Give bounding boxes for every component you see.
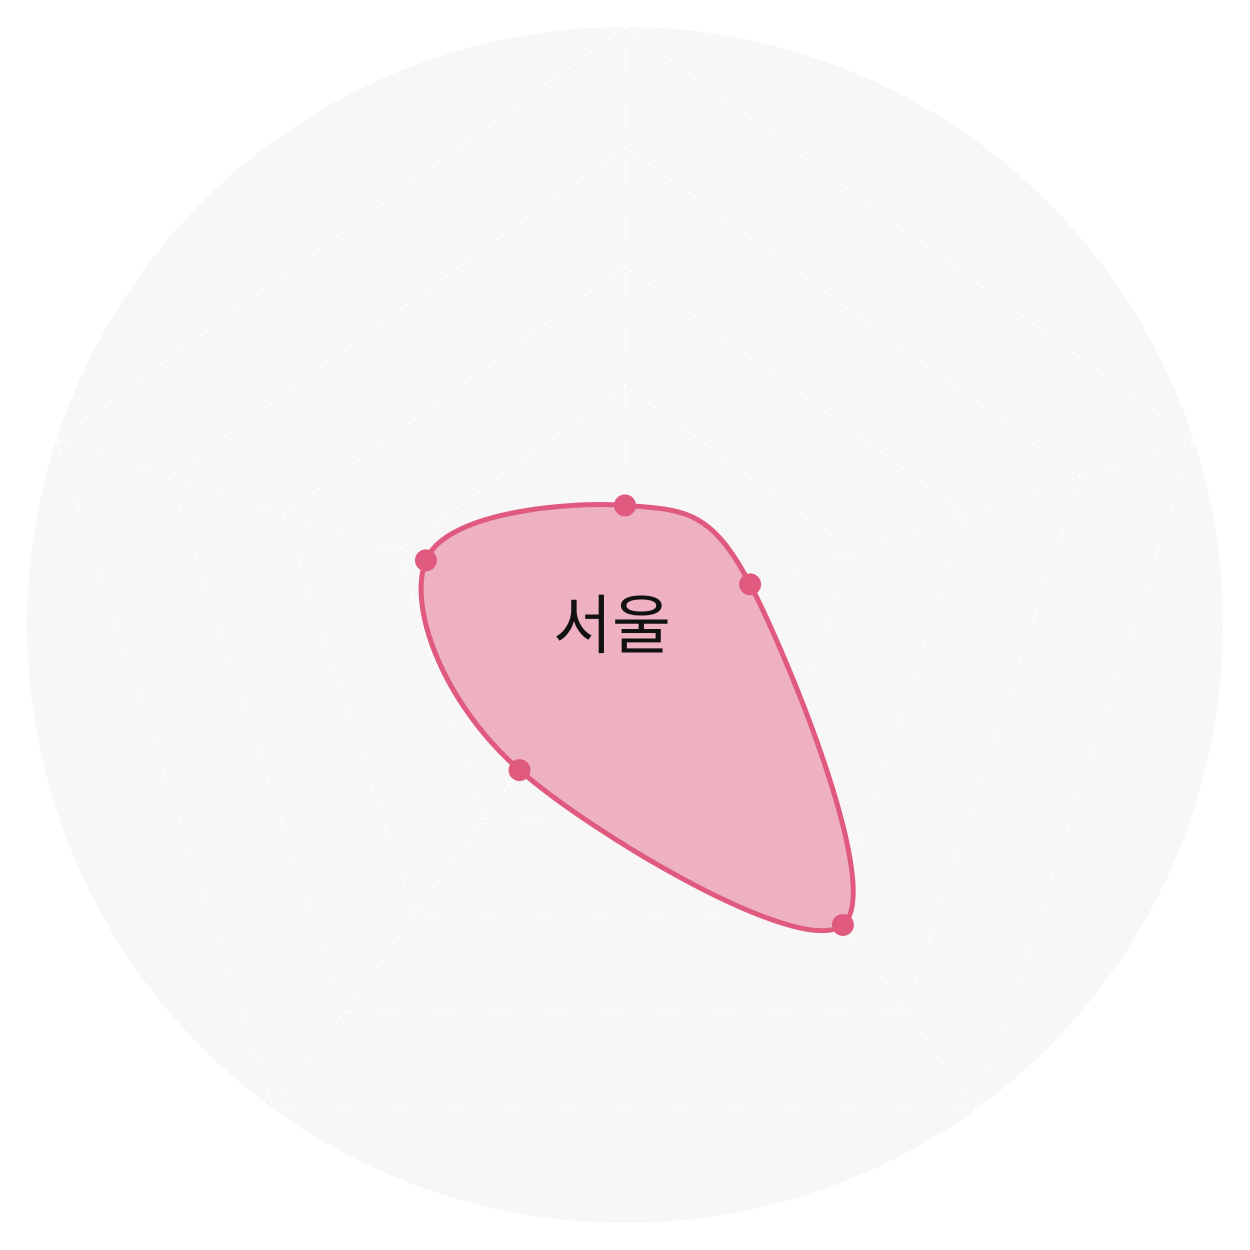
data-point-2 (831, 913, 854, 936)
data-point-3 (508, 759, 531, 782)
data-point-1 (739, 573, 762, 596)
data-point-4 (414, 549, 437, 572)
series-layer (414, 494, 856, 936)
radar-grid (55, 26, 1195, 1110)
grid-spoke-2 (624, 624, 978, 1110)
series-label: 서울 (553, 590, 671, 664)
grid-ring-1 (510, 504, 740, 723)
grid-ring-2 (396, 384, 854, 820)
data-point-0 (614, 494, 636, 517)
grid-ring-3 (282, 265, 968, 917)
grid-spoke-1 (624, 439, 1194, 626)
grid-spoke-4 (56, 439, 626, 626)
grid-spoke-3 (272, 624, 626, 1110)
grid-ring-5 (55, 26, 1195, 1110)
